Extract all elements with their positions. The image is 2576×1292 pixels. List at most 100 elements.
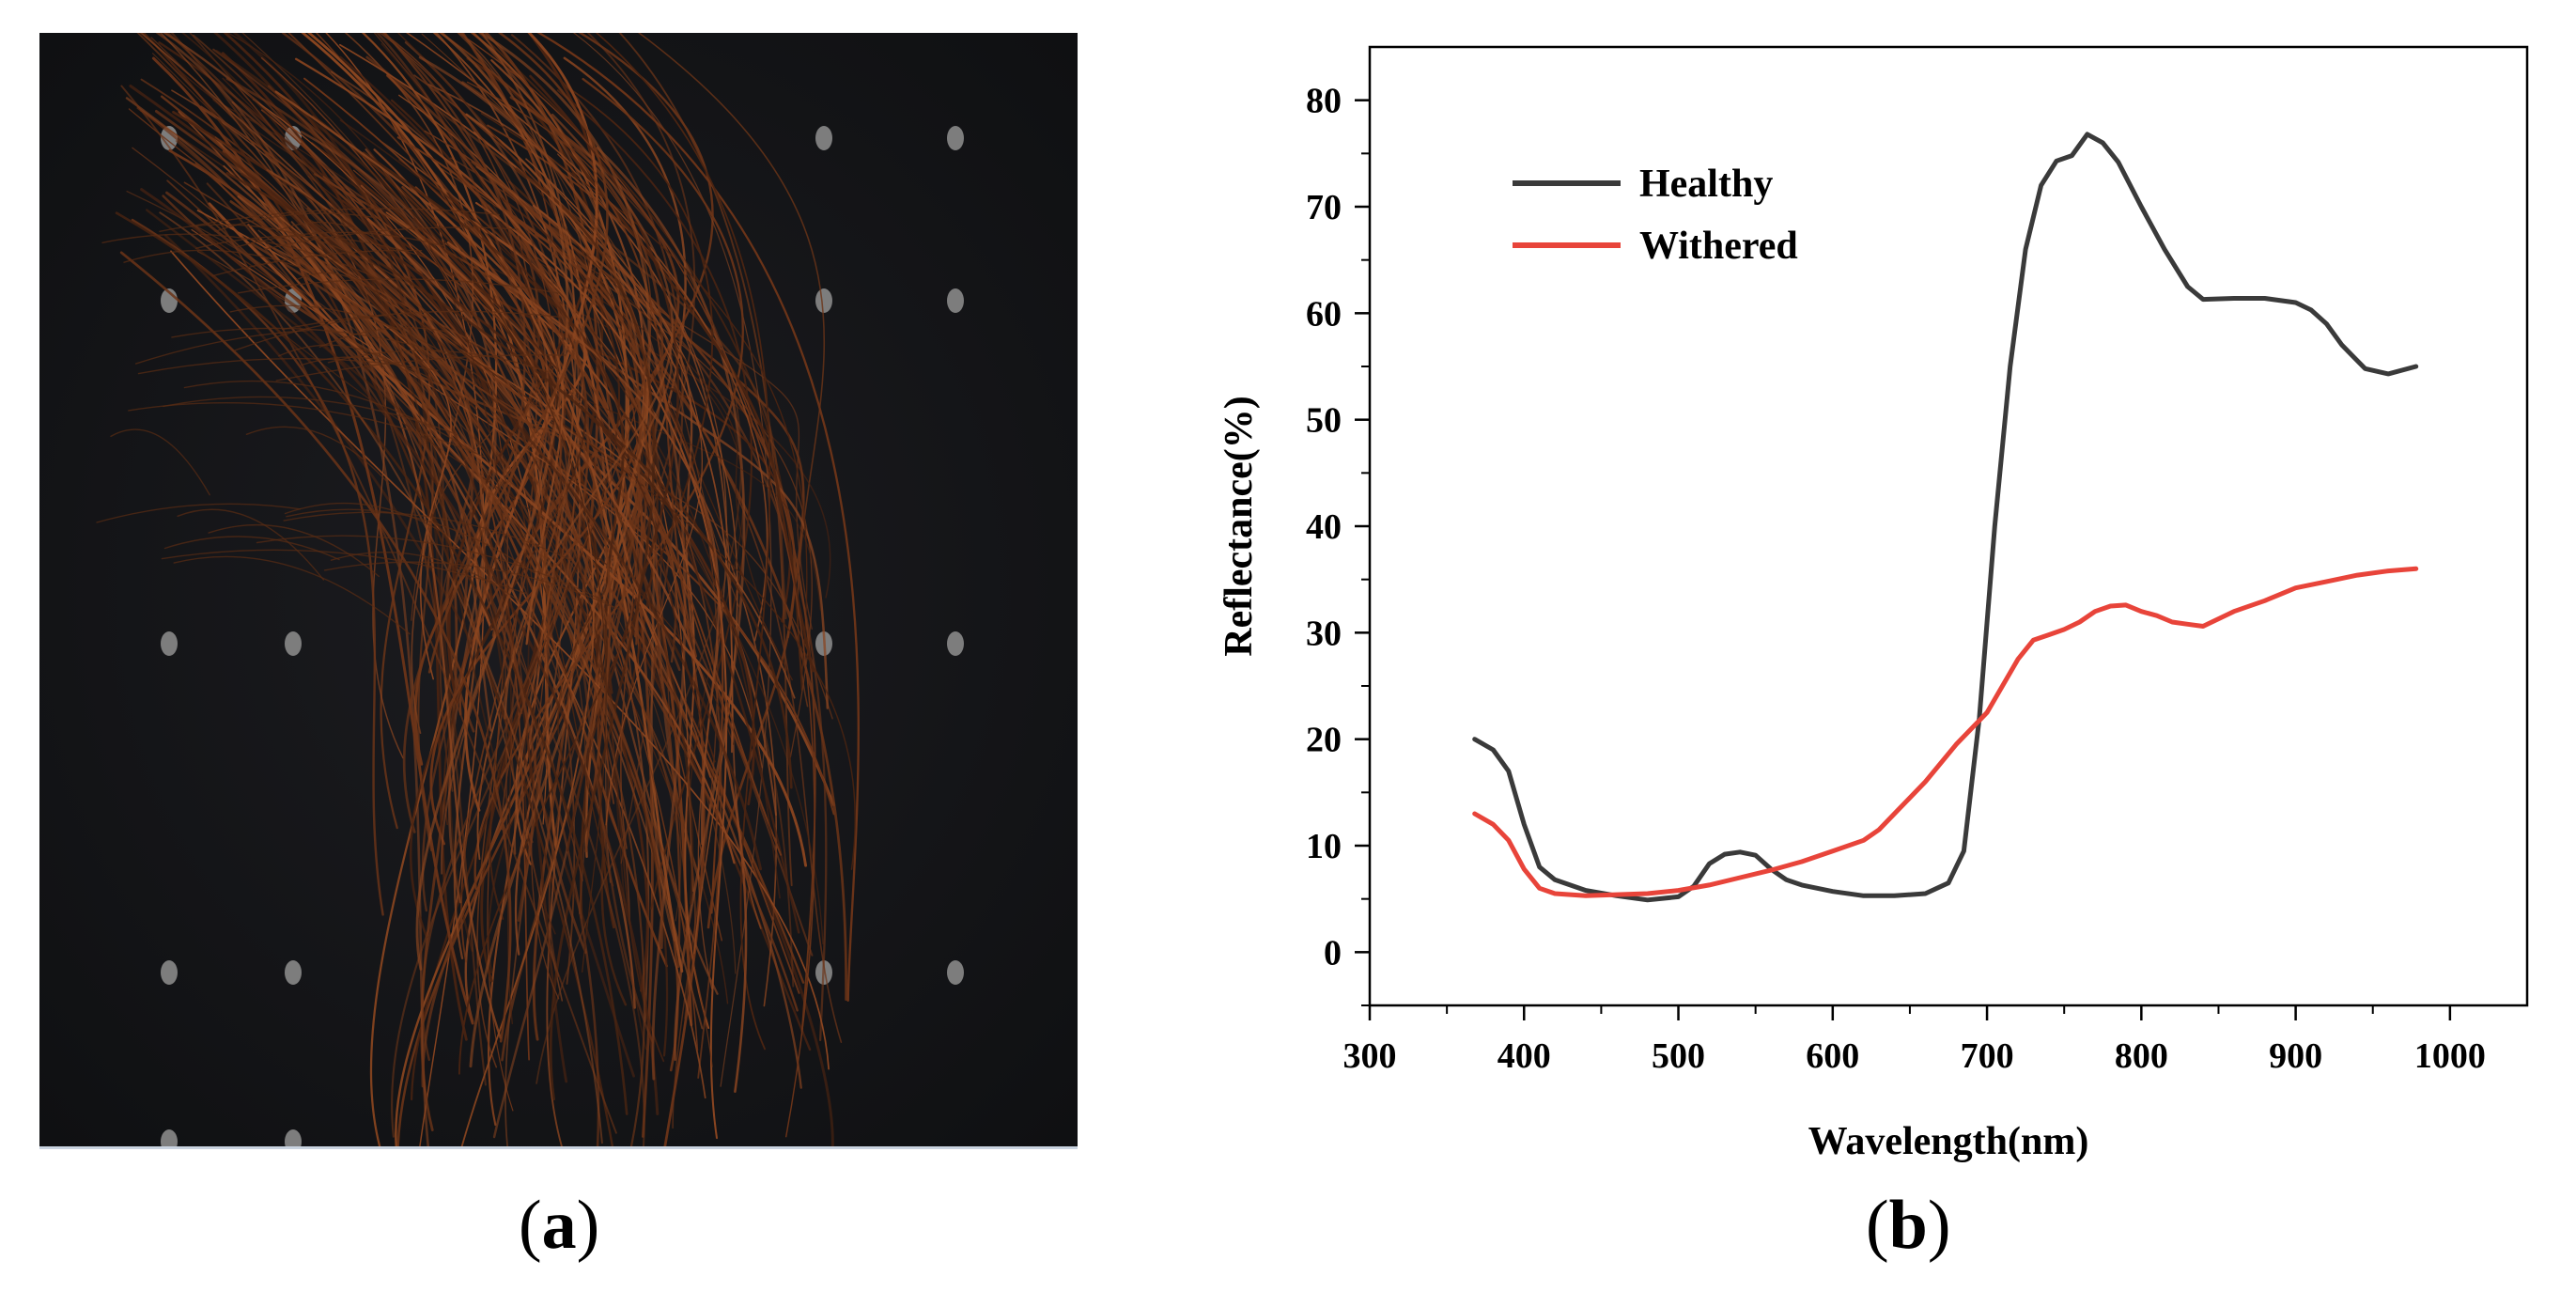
pine-needle — [330, 552, 523, 604]
pine-needle — [214, 136, 713, 1067]
pine-needle — [487, 124, 816, 1034]
pine-needle — [191, 228, 763, 769]
pine-needle — [327, 350, 549, 373]
pine-needle — [447, 166, 722, 1079]
pine-needle — [146, 209, 507, 698]
pine-needle — [637, 33, 825, 708]
y-tick-label: 50 — [1306, 401, 1342, 441]
pegboard-hole — [815, 288, 832, 313]
x-tick-label: 800 — [2115, 1036, 2168, 1076]
pine-needle — [266, 243, 567, 626]
pine-needle — [183, 181, 568, 625]
pine-needle — [129, 85, 763, 871]
pine-needle — [475, 165, 673, 614]
pine-needle — [194, 235, 427, 258]
pegboard-hole — [285, 631, 302, 656]
pine-needle — [170, 250, 830, 1070]
pine-needle — [231, 101, 582, 626]
pine-needle — [536, 33, 860, 1002]
pine-needle — [110, 428, 210, 496]
pine-needle — [159, 224, 417, 290]
pine-needle — [480, 33, 577, 855]
pine-needle — [504, 113, 674, 720]
legend: Healthy Withered — [1513, 163, 1798, 268]
pegboard-hole — [947, 126, 964, 150]
pegboard-hole — [815, 126, 832, 150]
pine-needle — [177, 508, 325, 581]
pine-needle — [535, 148, 742, 1084]
y-tick-label: 10 — [1306, 827, 1342, 866]
pine-needle — [120, 85, 617, 1134]
pine-needle — [211, 249, 423, 277]
pine-needle — [474, 65, 662, 864]
pine-needle — [381, 33, 526, 912]
pine-needle — [225, 33, 514, 1025]
pine-needle — [101, 233, 380, 281]
pine-needle — [180, 33, 511, 809]
pine-needle — [183, 380, 476, 454]
y-tick-label: 0 — [1324, 933, 1342, 973]
x-tick-label: 600 — [1806, 1036, 1859, 1076]
reflectance-chart: 300 400 500 600 700 800 900 1000 0 10 20 30 40 50 60 7… — [1218, 45, 2529, 1163]
pine-needle — [163, 396, 459, 436]
y-tick-label: 60 — [1306, 294, 1342, 334]
axes-frame — [1368, 45, 2529, 1007]
pine-needle — [435, 33, 582, 1146]
pine-needle — [128, 402, 486, 458]
x-axis-title: Wavelength(nm) — [1808, 1120, 2089, 1163]
pine-needle — [189, 33, 564, 688]
pine-needle — [115, 211, 628, 1115]
pine-needle — [339, 119, 781, 899]
pine-needle — [361, 33, 498, 1146]
pegboard-hole — [161, 1129, 178, 1146]
pine-needle — [237, 195, 502, 1039]
x-tick-label: 500 — [1652, 1036, 1705, 1076]
pine-needles-photo — [39, 33, 1078, 1149]
pine-needle — [136, 33, 523, 715]
pine-needle — [159, 211, 603, 1144]
pegboard-hole — [161, 960, 178, 985]
pegboard-hole — [947, 288, 964, 313]
panel-b-label: (b) — [1866, 1187, 1951, 1264]
pine-needle — [301, 356, 478, 411]
y-axis-ticks: 0 10 20 30 40 50 60 70 80 — [1306, 82, 1370, 1006]
pine-needle — [282, 310, 562, 331]
pine-needle — [275, 354, 566, 381]
pine-needle — [256, 535, 608, 603]
pine-needle — [283, 511, 572, 562]
pine-needle — [457, 33, 815, 1138]
pine-needle — [208, 523, 380, 578]
pine-needle — [96, 503, 302, 523]
pine-needle — [166, 33, 675, 802]
pine-needle — [123, 249, 312, 272]
pegboard-hole — [947, 960, 964, 985]
plot-lines — [1472, 132, 2419, 903]
pine-needle — [395, 113, 630, 1146]
y-tick-label: 70 — [1306, 188, 1342, 227]
pine-needle — [427, 33, 609, 674]
pine-needle — [135, 330, 309, 365]
pine-needle — [229, 304, 490, 385]
pine-needle — [334, 231, 665, 1063]
x-tick-label: 400 — [1497, 1036, 1551, 1076]
pine-needle — [344, 33, 474, 735]
pine-needle — [266, 203, 663, 950]
pine-needle — [385, 177, 607, 973]
pine-needle — [275, 221, 412, 266]
x-tick-label: 700 — [1961, 1036, 2014, 1076]
pine-needle — [190, 208, 500, 227]
pine-needle — [458, 88, 714, 1075]
pine-needle — [131, 218, 384, 916]
pine-needle — [224, 105, 824, 945]
pine-needle — [595, 33, 771, 1051]
pegboard-hole — [947, 631, 964, 656]
pegboard-hole — [285, 1129, 302, 1146]
pine-needle — [163, 33, 802, 1089]
pine-needle — [418, 55, 687, 1081]
pine-needle — [303, 77, 783, 856]
pine-needle — [225, 171, 793, 789]
series-line-withered — [1472, 566, 2419, 898]
pine-needle — [444, 242, 721, 846]
panel-a-label: (a) — [519, 1187, 600, 1264]
